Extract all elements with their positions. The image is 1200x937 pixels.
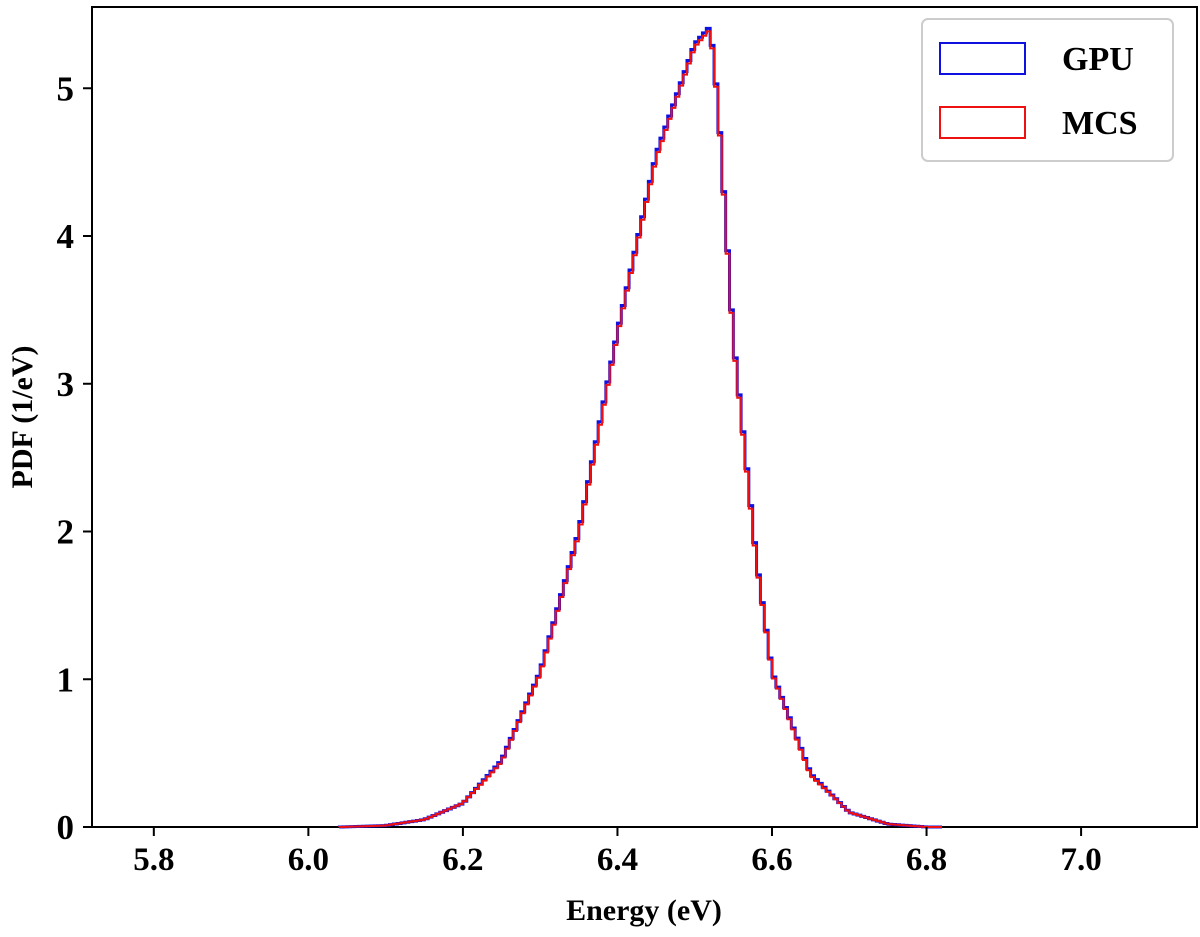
legend-swatch-gpu: [939, 42, 1026, 75]
x-tick-label: 7.0: [1060, 842, 1101, 878]
legend-label-gpu: GPU: [1062, 41, 1134, 78]
x-tick-label: 5.8: [133, 842, 174, 878]
x-tick-label: 6.2: [442, 842, 483, 878]
x-tick-label: 6.0: [288, 842, 329, 878]
x-axis-label: Energy (eV): [566, 894, 722, 927]
legend-label-mcs: MCS: [1062, 105, 1138, 142]
legend-frame: [921, 18, 1174, 162]
y-tick-label: 0: [57, 808, 75, 847]
series-line-mcs: [338, 30, 942, 828]
x-tick-label: 6.6: [751, 842, 792, 878]
y-axis-ticks: 0 1 2 3 4 5: [57, 69, 92, 847]
x-tick-label: 6.4: [597, 842, 638, 878]
y-tick-label: 3: [57, 365, 75, 404]
y-tick-label: 4: [57, 217, 75, 256]
y-tick-label: 2: [57, 513, 75, 552]
y-tick-label: 5: [57, 69, 75, 108]
x-tick-label: 6.8: [906, 842, 947, 878]
legend-swatch-mcs: [939, 106, 1026, 139]
y-tick-label: 1: [57, 660, 75, 699]
legend: GPU MCS: [921, 18, 1174, 162]
y-axis-label: PDF (1/eV): [6, 346, 39, 489]
series-layer: [337, 26, 942, 829]
x-axis-ticks: 5.8 6.0 6.2 6.4 6.6 6.8 7.0: [133, 827, 1102, 878]
